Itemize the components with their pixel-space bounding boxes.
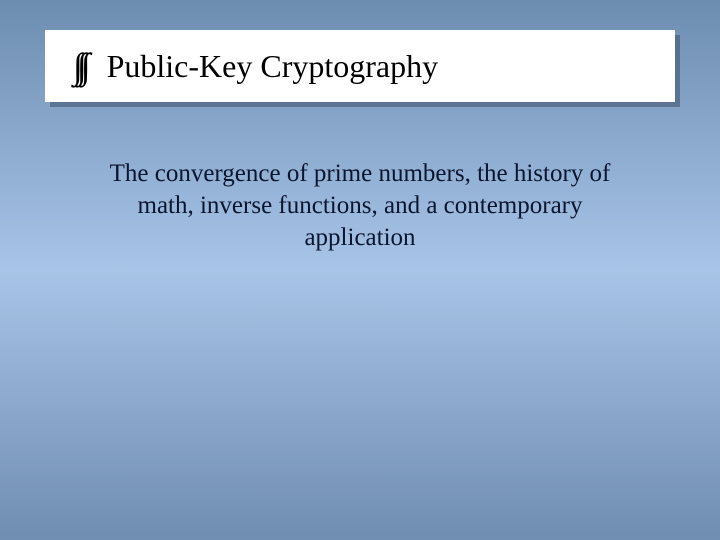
integral-icon: ∫∫∫ xyxy=(73,45,85,87)
slide: ∫∫∫ Public-Key Cryptography The converge… xyxy=(0,0,720,540)
slide-title: Public-Key Cryptography xyxy=(107,48,439,85)
title-box: ∫∫∫ Public-Key Cryptography xyxy=(45,30,675,102)
slide-subtitle: The convergence of prime numbers, the hi… xyxy=(100,158,620,254)
